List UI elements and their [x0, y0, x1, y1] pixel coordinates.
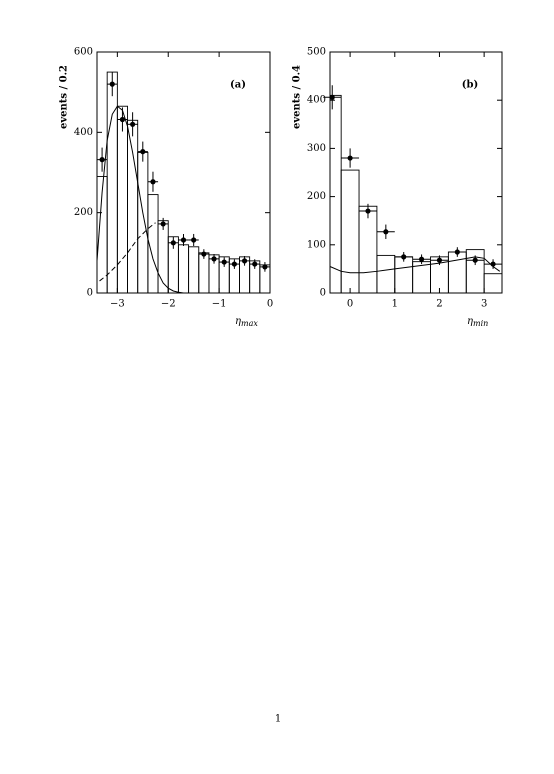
data-point — [490, 261, 496, 267]
histogram-bar — [483, 273, 503, 294]
y-tick-label: 500 — [307, 47, 326, 58]
x-axis-subscript: max — [241, 319, 258, 328]
data-point — [401, 254, 407, 260]
data-point — [472, 257, 478, 263]
histogram-bar — [188, 246, 200, 294]
data-point — [454, 249, 460, 255]
histogram-bar — [465, 249, 485, 294]
data-point — [201, 251, 207, 257]
histogram-bar — [376, 254, 396, 294]
data-point — [109, 81, 115, 87]
chart: 0 200 400 600 −3 −2 −1 0 events / 0.2 (a) ηmax — [59, 47, 274, 329]
x-tick-label: −3 — [110, 299, 125, 310]
histogram-bar — [137, 151, 149, 294]
y-tick-label: 0 — [87, 288, 93, 299]
x-axis-symbol: η — [235, 316, 241, 327]
y-tick-label: 600 — [74, 47, 93, 58]
data-point — [191, 237, 197, 243]
x-tick-label: 0 — [347, 299, 353, 310]
y-tick-label: 400 — [74, 127, 93, 138]
data-point — [221, 259, 227, 265]
fit-curve — [96, 105, 184, 294]
data-point — [262, 264, 268, 270]
x-tick-label: 2 — [436, 299, 442, 310]
histogram-bar — [106, 71, 118, 294]
panel-label: (b) — [462, 80, 478, 91]
data-point — [418, 256, 425, 262]
data-point — [170, 240, 176, 246]
x-axis-label: ηmax — [235, 316, 258, 329]
data-point — [130, 121, 136, 127]
y-tick-label: 400 — [307, 95, 326, 106]
histogram-bar — [340, 169, 360, 294]
data-point — [436, 257, 443, 263]
x-tick-label: −2 — [161, 299, 176, 310]
x-tick-label: 1 — [392, 299, 398, 310]
x-tick-label: 3 — [481, 299, 487, 310]
y-axis-label: events / 0.2 — [59, 65, 70, 129]
x-axis-symbol: η — [467, 316, 473, 327]
fit-curve — [99, 222, 156, 282]
y-axis-label: events / 0.4 — [292, 65, 303, 129]
histogram-bar — [394, 256, 414, 294]
chart: 0 100 200 300 400 500 0 1 2 3 events / 0.4 (b) ηmin — [292, 47, 503, 329]
data-point — [211, 256, 217, 262]
data-point — [231, 261, 237, 267]
panel-label: (a) — [230, 80, 246, 91]
y-tick-label: 100 — [307, 239, 326, 250]
x-axis-subscript: min — [473, 319, 488, 328]
data-point — [365, 208, 371, 214]
x-tick-label: −1 — [212, 299, 227, 310]
y-tick-label: 200 — [307, 191, 326, 202]
data-point — [180, 237, 187, 243]
histogram-bar — [127, 119, 139, 294]
data-point — [329, 94, 335, 100]
data-point — [383, 229, 389, 235]
y-tick-label: 200 — [74, 207, 93, 218]
data-point — [160, 221, 166, 227]
y-tick-label: 0 — [320, 288, 326, 299]
data-point — [347, 155, 353, 161]
fit-curve — [329, 256, 501, 274]
histogram-bar — [358, 205, 378, 294]
histogram-bar — [177, 244, 190, 294]
histogram-bar — [116, 105, 128, 294]
x-axis-label: ηmin — [467, 316, 488, 329]
data-point — [252, 261, 258, 267]
histogram-bar — [329, 94, 342, 294]
data-point — [140, 149, 146, 155]
data-point — [150, 179, 156, 185]
histogram-bar — [447, 251, 467, 294]
page-number: 1 — [275, 714, 281, 725]
y-tick-label: 300 — [307, 143, 326, 154]
data-point — [119, 116, 126, 123]
data-point — [99, 157, 105, 163]
x-tick-label: 0 — [267, 299, 273, 310]
data-point — [241, 258, 248, 264]
